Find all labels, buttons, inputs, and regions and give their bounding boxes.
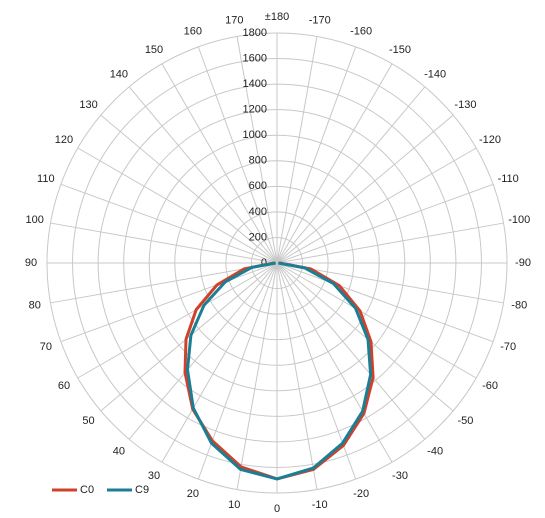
angle-label: -120 (479, 134, 501, 146)
spoke (161, 63, 278, 264)
r-tick-label: 200 (249, 231, 267, 243)
spoke (276, 183, 494, 264)
r-tick-label: 600 (249, 180, 267, 192)
angle-label: -40 (427, 445, 443, 457)
angle-label: 150 (145, 44, 163, 56)
angle-label: 20 (187, 488, 199, 500)
r-tick-label: 1000 (243, 129, 267, 141)
angle-label: -20 (353, 488, 369, 500)
angle-label: -70 (500, 341, 516, 353)
angle-label: 80 (29, 300, 41, 312)
spoke (276, 262, 393, 463)
spoke (276, 46, 357, 264)
angle-label: 90 (25, 257, 37, 269)
spoke (276, 262, 426, 440)
spoke (236, 262, 278, 490)
angle-label: ±180 (265, 11, 289, 23)
angle-label: -110 (498, 173, 519, 185)
angle-label: -130 (454, 99, 476, 111)
series-line (186, 261, 373, 481)
angle-label: 10 (228, 499, 240, 511)
angle-label: 120 (55, 134, 73, 146)
angle-label: 170 (225, 15, 243, 27)
spoke (60, 262, 278, 343)
angle-label: 70 (40, 341, 52, 353)
angle-label: 40 (113, 445, 125, 457)
spoke (276, 114, 454, 264)
spoke (276, 63, 393, 264)
angle-label: -140 (424, 68, 446, 80)
angle-label: -60 (482, 380, 498, 392)
spoke (276, 262, 454, 412)
angle-label: -10 (312, 499, 328, 511)
spoke (276, 262, 494, 343)
angle-label: -170 (309, 15, 331, 27)
angle-label: 100 (26, 214, 44, 226)
spoke (276, 262, 477, 379)
angle-label: 130 (79, 99, 97, 111)
spoke (50, 262, 278, 304)
spoke (236, 36, 278, 264)
spoke (77, 262, 278, 379)
r-tick-label: 1200 (243, 104, 267, 116)
angle-label: -80 (511, 300, 527, 312)
spoke (197, 46, 278, 264)
r-tick-label: 0 (261, 257, 267, 269)
angle-label: 160 (184, 26, 202, 38)
r-tick-label: 1600 (243, 52, 267, 64)
angle-label: -150 (389, 44, 411, 56)
spoke (60, 183, 278, 264)
spoke (100, 114, 278, 264)
angle-label: -100 (508, 214, 530, 226)
spoke (128, 86, 278, 264)
spoke (161, 262, 278, 463)
spoke (50, 222, 278, 264)
angle-label: 140 (110, 68, 128, 80)
spoke (100, 262, 278, 412)
angle-label: 110 (37, 173, 55, 185)
r-tick-label: 1400 (243, 78, 267, 90)
spoke (276, 147, 477, 264)
angle-label: 50 (82, 415, 94, 427)
legend-label: C9 (135, 484, 149, 496)
r-tick-label: 1800 (243, 27, 267, 39)
spoke (276, 86, 426, 264)
angle-label: -160 (350, 26, 372, 38)
spoke (128, 262, 278, 440)
r-tick-label: 800 (249, 155, 267, 167)
angle-label: 0 (274, 503, 280, 515)
angle-label: -50 (457, 415, 473, 427)
spoke (276, 222, 504, 264)
r-tick-label: 400 (249, 206, 267, 218)
angle-label: 30 (148, 470, 160, 482)
angle-label: -90 (515, 257, 531, 269)
angle-label: 60 (58, 380, 70, 392)
spoke (276, 36, 318, 264)
spoke (276, 262, 318, 490)
angle-label: -30 (392, 470, 408, 482)
spoke (77, 147, 278, 264)
legend-label: C0 (80, 484, 94, 496)
